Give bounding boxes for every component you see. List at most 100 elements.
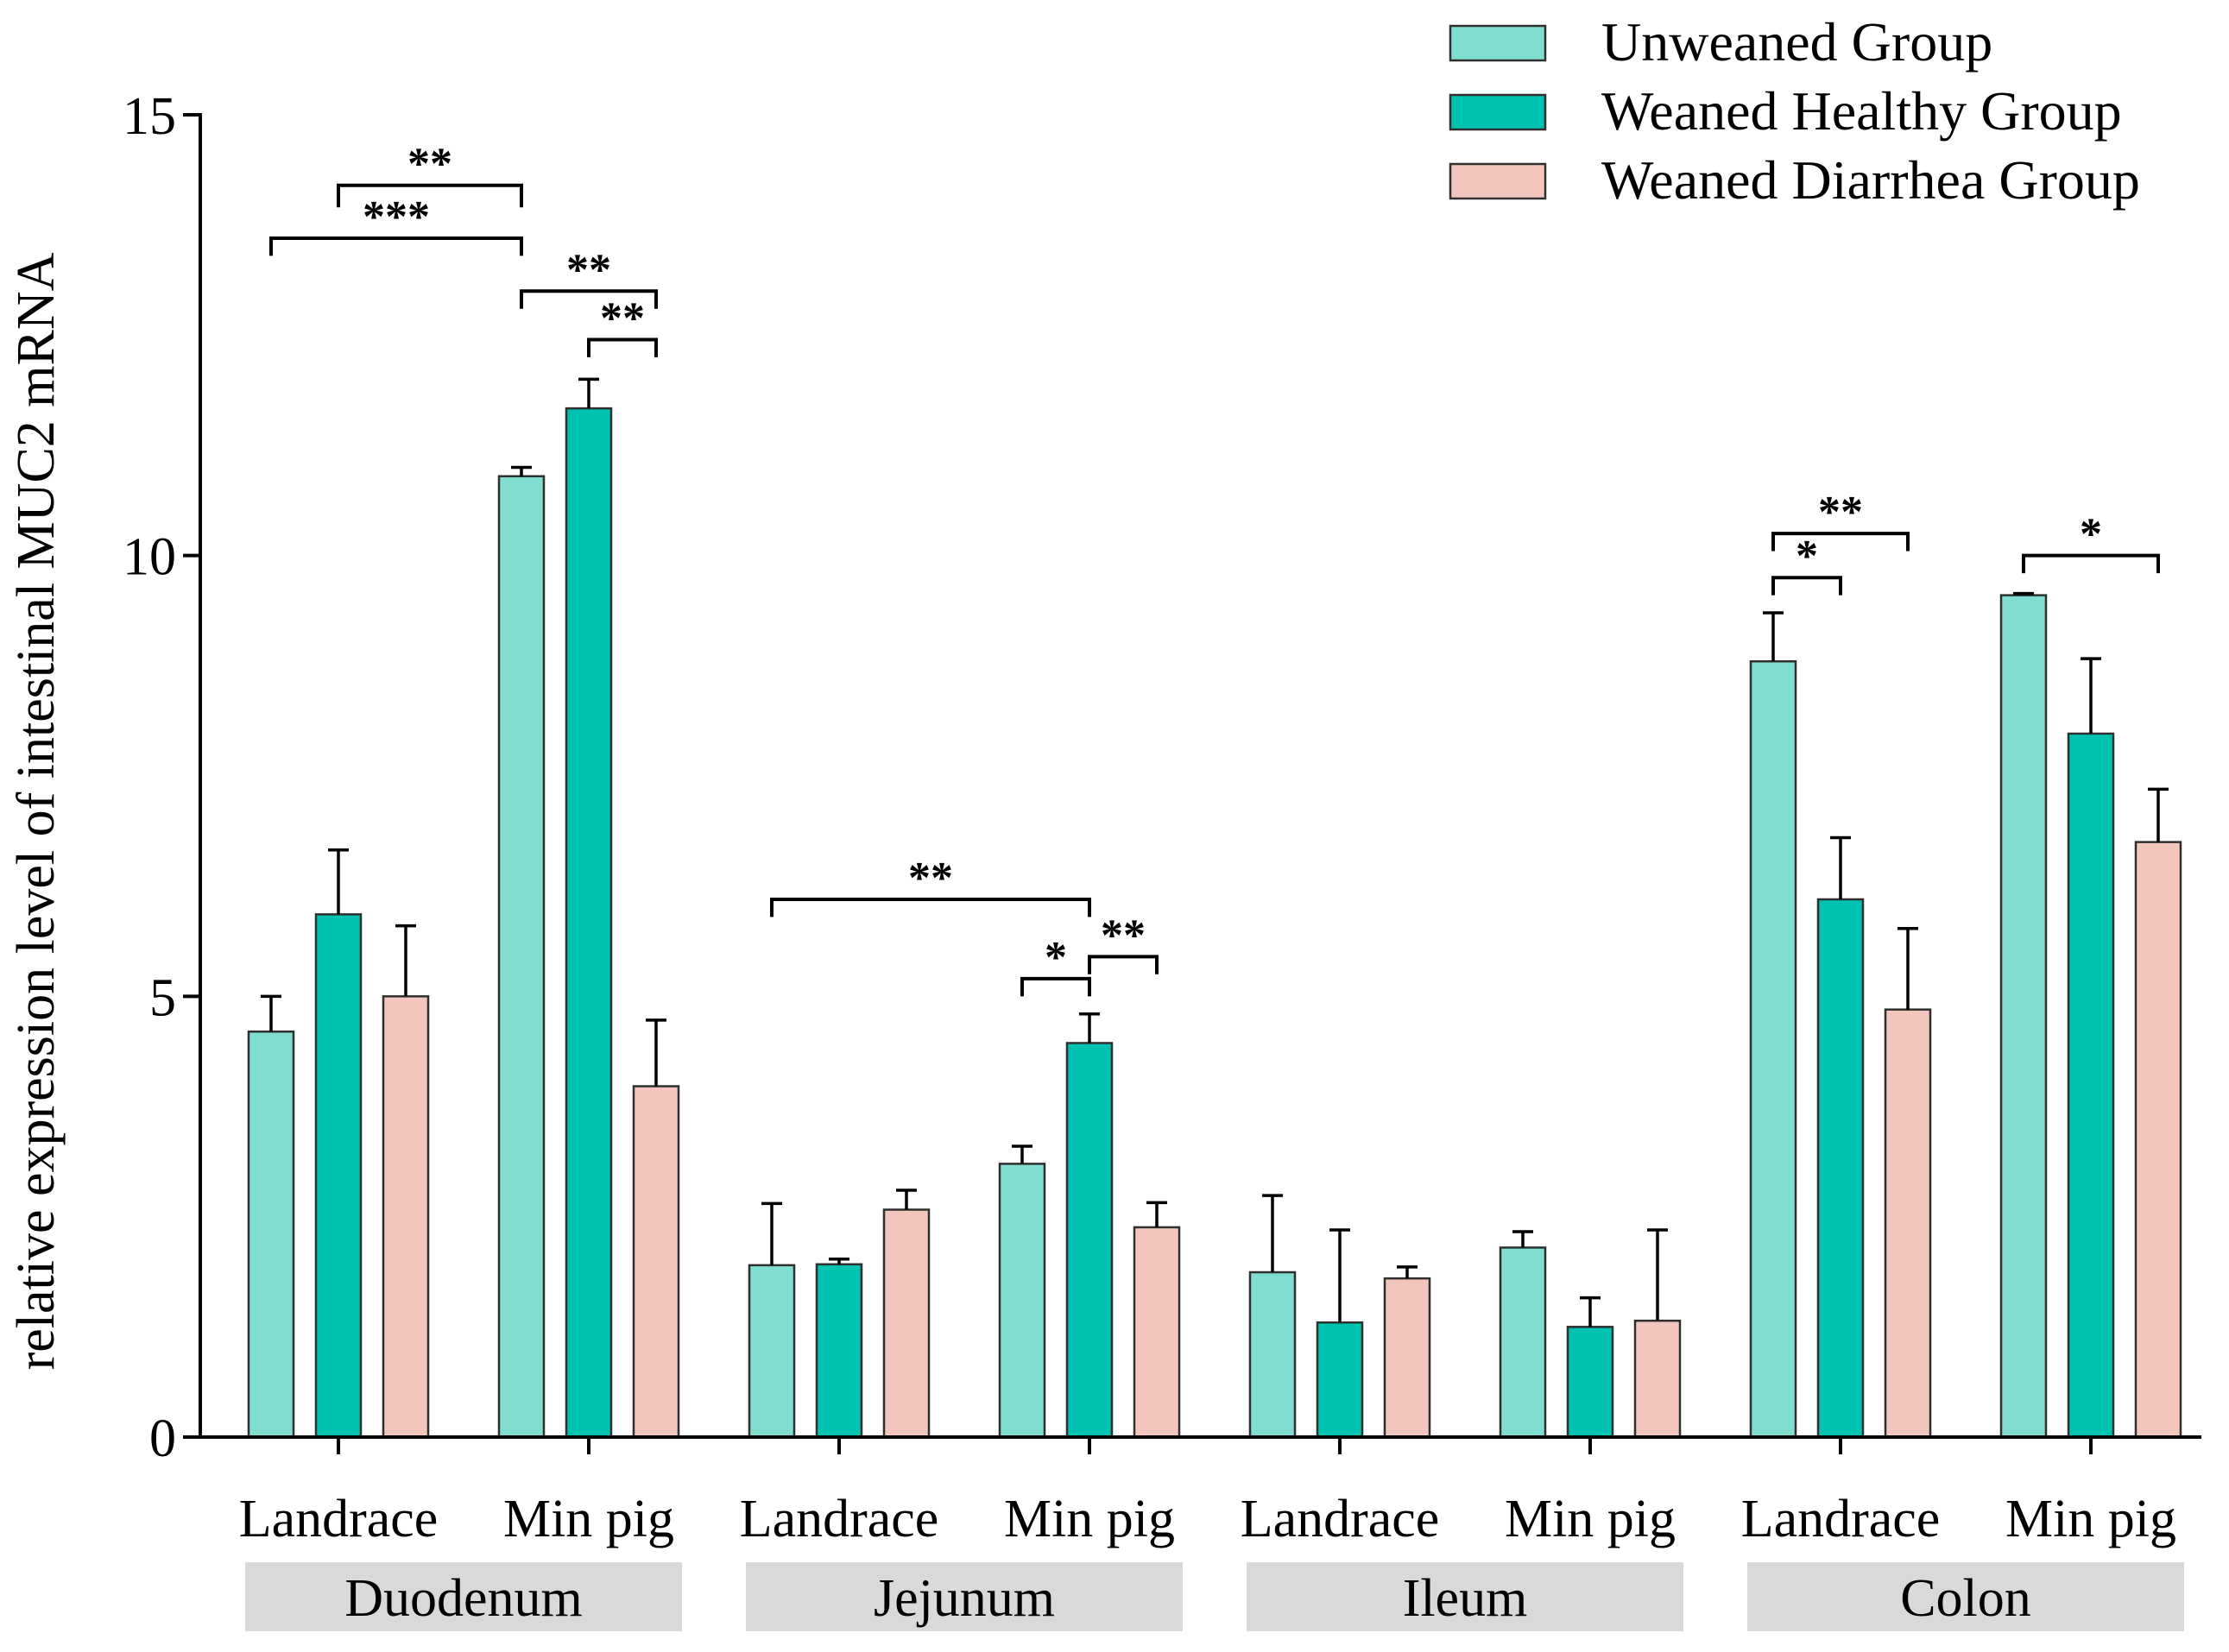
- significance-label: *: [1796, 532, 1818, 581]
- x-axis: Landrace Min pig Landrace Min pig Landrace Mi…: [199, 1435, 2201, 1631]
- error-bar: [1079, 1012, 1100, 1044]
- bar: [1383, 1277, 1431, 1439]
- significance-bracket: *: [1020, 933, 1091, 997]
- group-box-colon: [1747, 1562, 2184, 1631]
- error-bar: [1830, 835, 1851, 899]
- bar: [1065, 1042, 1114, 1439]
- bar: [748, 1264, 796, 1439]
- error-bar: [2013, 591, 2034, 596]
- bar: [1316, 1321, 1364, 1439]
- bar: [314, 913, 363, 1439]
- legend-label: Unweaned Group: [1601, 11, 1992, 73]
- bar: [1248, 1271, 1297, 1439]
- error-bar: [328, 848, 349, 915]
- bracket-line: [587, 337, 658, 357]
- significance-bracket: *: [1771, 532, 1842, 596]
- bracket-line: [1771, 576, 1842, 596]
- error-bar: [1262, 1194, 1283, 1273]
- bar: [998, 1163, 1046, 1439]
- bracket-line: [269, 236, 523, 256]
- error-bar: [261, 994, 281, 1032]
- error-bar: [761, 1201, 782, 1265]
- bar: [1999, 594, 2048, 1439]
- bar: [632, 1085, 680, 1439]
- significance-label: **: [908, 854, 953, 903]
- significance-label: **: [1818, 488, 1863, 537]
- group-label-duodenum: Duodenum: [344, 1569, 583, 1628]
- bar: [2067, 732, 2115, 1439]
- legend-swatch: [1449, 24, 1547, 62]
- significance-label: *: [2080, 510, 2102, 559]
- bar: [565, 407, 613, 1439]
- error-bar: [896, 1189, 917, 1210]
- x-category-label: Min pig: [2005, 1490, 2176, 1548]
- bracket-line: [1020, 976, 1091, 997]
- bar: [1884, 1008, 1932, 1439]
- bracket-line: [1771, 532, 1910, 552]
- bracket-line: [520, 289, 658, 309]
- bar: [2134, 841, 2182, 1439]
- x-category-label: Min pig: [503, 1490, 674, 1548]
- bar: [1816, 898, 1865, 1439]
- significance-bracket: **: [587, 293, 658, 357]
- x-category-label: Min pig: [1505, 1490, 1676, 1548]
- error-bar: [1647, 1228, 1668, 1321]
- y-tick-label: 10: [123, 528, 176, 587]
- legend-item: Weaned Diarrhea Group: [1449, 149, 2140, 211]
- legend-swatch: [1449, 93, 1547, 131]
- significance-bracket: **: [1088, 911, 1159, 974]
- group-label-colon: Colon: [1900, 1569, 2031, 1628]
- error-bar: [829, 1257, 849, 1264]
- significance-bracket: **: [520, 245, 658, 309]
- y-axis: 0 5 10 15: [123, 87, 202, 1468]
- significance-bracket: ***: [269, 192, 523, 256]
- x-category-label: Min pig: [1004, 1490, 1175, 1548]
- legend-item: Weaned Healthy Group: [1449, 80, 2122, 142]
- legend-item: Unweaned Group: [1449, 11, 1992, 73]
- bracket-line: [1088, 955, 1159, 974]
- x-category-label: Landrace: [239, 1490, 439, 1548]
- legend-label: Weaned Diarrhea Group: [1601, 149, 2140, 211]
- y-tick-label: 15: [123, 87, 176, 146]
- bracket-line: [337, 183, 523, 208]
- bar: [1633, 1319, 1682, 1439]
- significance-bracket: **: [1771, 488, 1910, 552]
- error-bar: [511, 465, 532, 476]
- bar: [382, 995, 430, 1439]
- y-axis-label: relative expression level of intestinal …: [7, 252, 66, 1370]
- error-bar: [1012, 1144, 1032, 1164]
- error-bar: [1329, 1228, 1350, 1323]
- legend-swatch: [1449, 162, 1547, 200]
- bar: [1133, 1226, 1181, 1439]
- significance-label: **: [566, 245, 611, 294]
- bars: [247, 407, 2182, 1439]
- error-bar: [646, 1018, 666, 1087]
- error-bar: [2148, 787, 2169, 842]
- error-bar: [1763, 611, 1784, 662]
- bar: [1566, 1326, 1614, 1439]
- group-label-ileum: Ileum: [1403, 1569, 1528, 1628]
- x-category-label: Landrace: [740, 1490, 939, 1548]
- error-bar: [1897, 926, 1918, 1010]
- error-bars: [261, 377, 2169, 1327]
- group-box-ileum: [1247, 1562, 1683, 1631]
- significance-bracket: *: [2022, 510, 2160, 574]
- bar: [1499, 1246, 1547, 1439]
- bar: [882, 1208, 931, 1439]
- bar: [815, 1263, 863, 1439]
- bar: [497, 475, 546, 1439]
- error-bar: [1512, 1230, 1533, 1248]
- error-bar: [578, 377, 599, 409]
- bar: [247, 1030, 295, 1439]
- y-tick-label: 5: [149, 968, 176, 1027]
- bracket-line: [770, 897, 1091, 917]
- significance-label: **: [600, 293, 645, 343]
- significance-brackets: ************ ***** *: [269, 140, 2160, 997]
- legend: Unweaned Group Weaned Healthy Group Weaned…: [1449, 11, 2140, 211]
- significance-label: **: [1101, 911, 1146, 960]
- x-category-label: Landrace: [1241, 1490, 1440, 1548]
- significance-label: ***: [363, 192, 430, 242]
- error-bar: [395, 924, 416, 997]
- group-box-duodenum: [245, 1562, 682, 1631]
